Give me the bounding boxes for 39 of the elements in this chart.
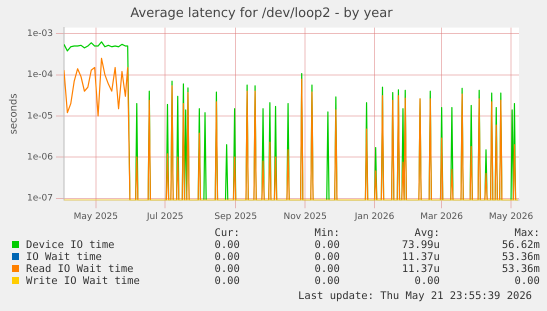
text: 0.00: [414, 275, 440, 287]
y-tick-label: 1e-03: [26, 28, 53, 39]
text: Min:: [314, 227, 340, 239]
x-tick-label: May 2025: [74, 212, 118, 222]
text: 0.00: [214, 239, 240, 251]
text: 0.00: [214, 275, 240, 287]
text: 0.00: [214, 251, 240, 263]
y-tick-label: 1e-06: [26, 152, 54, 162]
x-tick-label: Nov 2025: [283, 212, 327, 222]
text: 73.99u: [400, 239, 440, 251]
legend-label: Read IO Wait time: [25, 263, 134, 275]
text: Cur:: [214, 227, 240, 239]
text: Avg:: [414, 227, 440, 239]
text: Last update: Thu May 21 23:55:39 2026: [298, 290, 532, 302]
x-tick-label: Mar 2026: [420, 212, 464, 222]
text: 0.00: [314, 275, 340, 287]
text: 53.36m: [500, 263, 540, 275]
x-tick-label: Sep 2025: [214, 212, 258, 222]
text: 0.00: [314, 239, 340, 251]
text: Max:: [514, 227, 540, 239]
legend-label: IO Wait time: [25, 251, 103, 263]
y-axis-title: seconds: [8, 93, 20, 134]
text: 56.62m: [500, 239, 540, 251]
x-tick-label: Jan 2026: [354, 212, 395, 222]
x-tick-label: Jul 2025: [146, 212, 184, 222]
text: 0.00: [214, 263, 240, 275]
text: 53.36m: [500, 251, 540, 263]
text: 11.37u: [400, 251, 440, 263]
y-tick-label: 1e-05: [26, 111, 53, 122]
legend-label: Write IO Wait time: [25, 275, 140, 287]
chart-title: Average latency for /dev/loop2 - by year: [130, 6, 394, 22]
text: 0.00: [514, 275, 540, 287]
legend-label: Device IO time: [25, 239, 116, 251]
x-tick-label: May 2026: [488, 212, 534, 222]
y-tick-label: 1e-04: [26, 70, 54, 80]
text: 0.00: [314, 263, 340, 275]
y-tick-label: 1e-07: [26, 194, 53, 204]
text: 11.37u: [400, 263, 440, 275]
text: 0.00: [314, 251, 340, 263]
